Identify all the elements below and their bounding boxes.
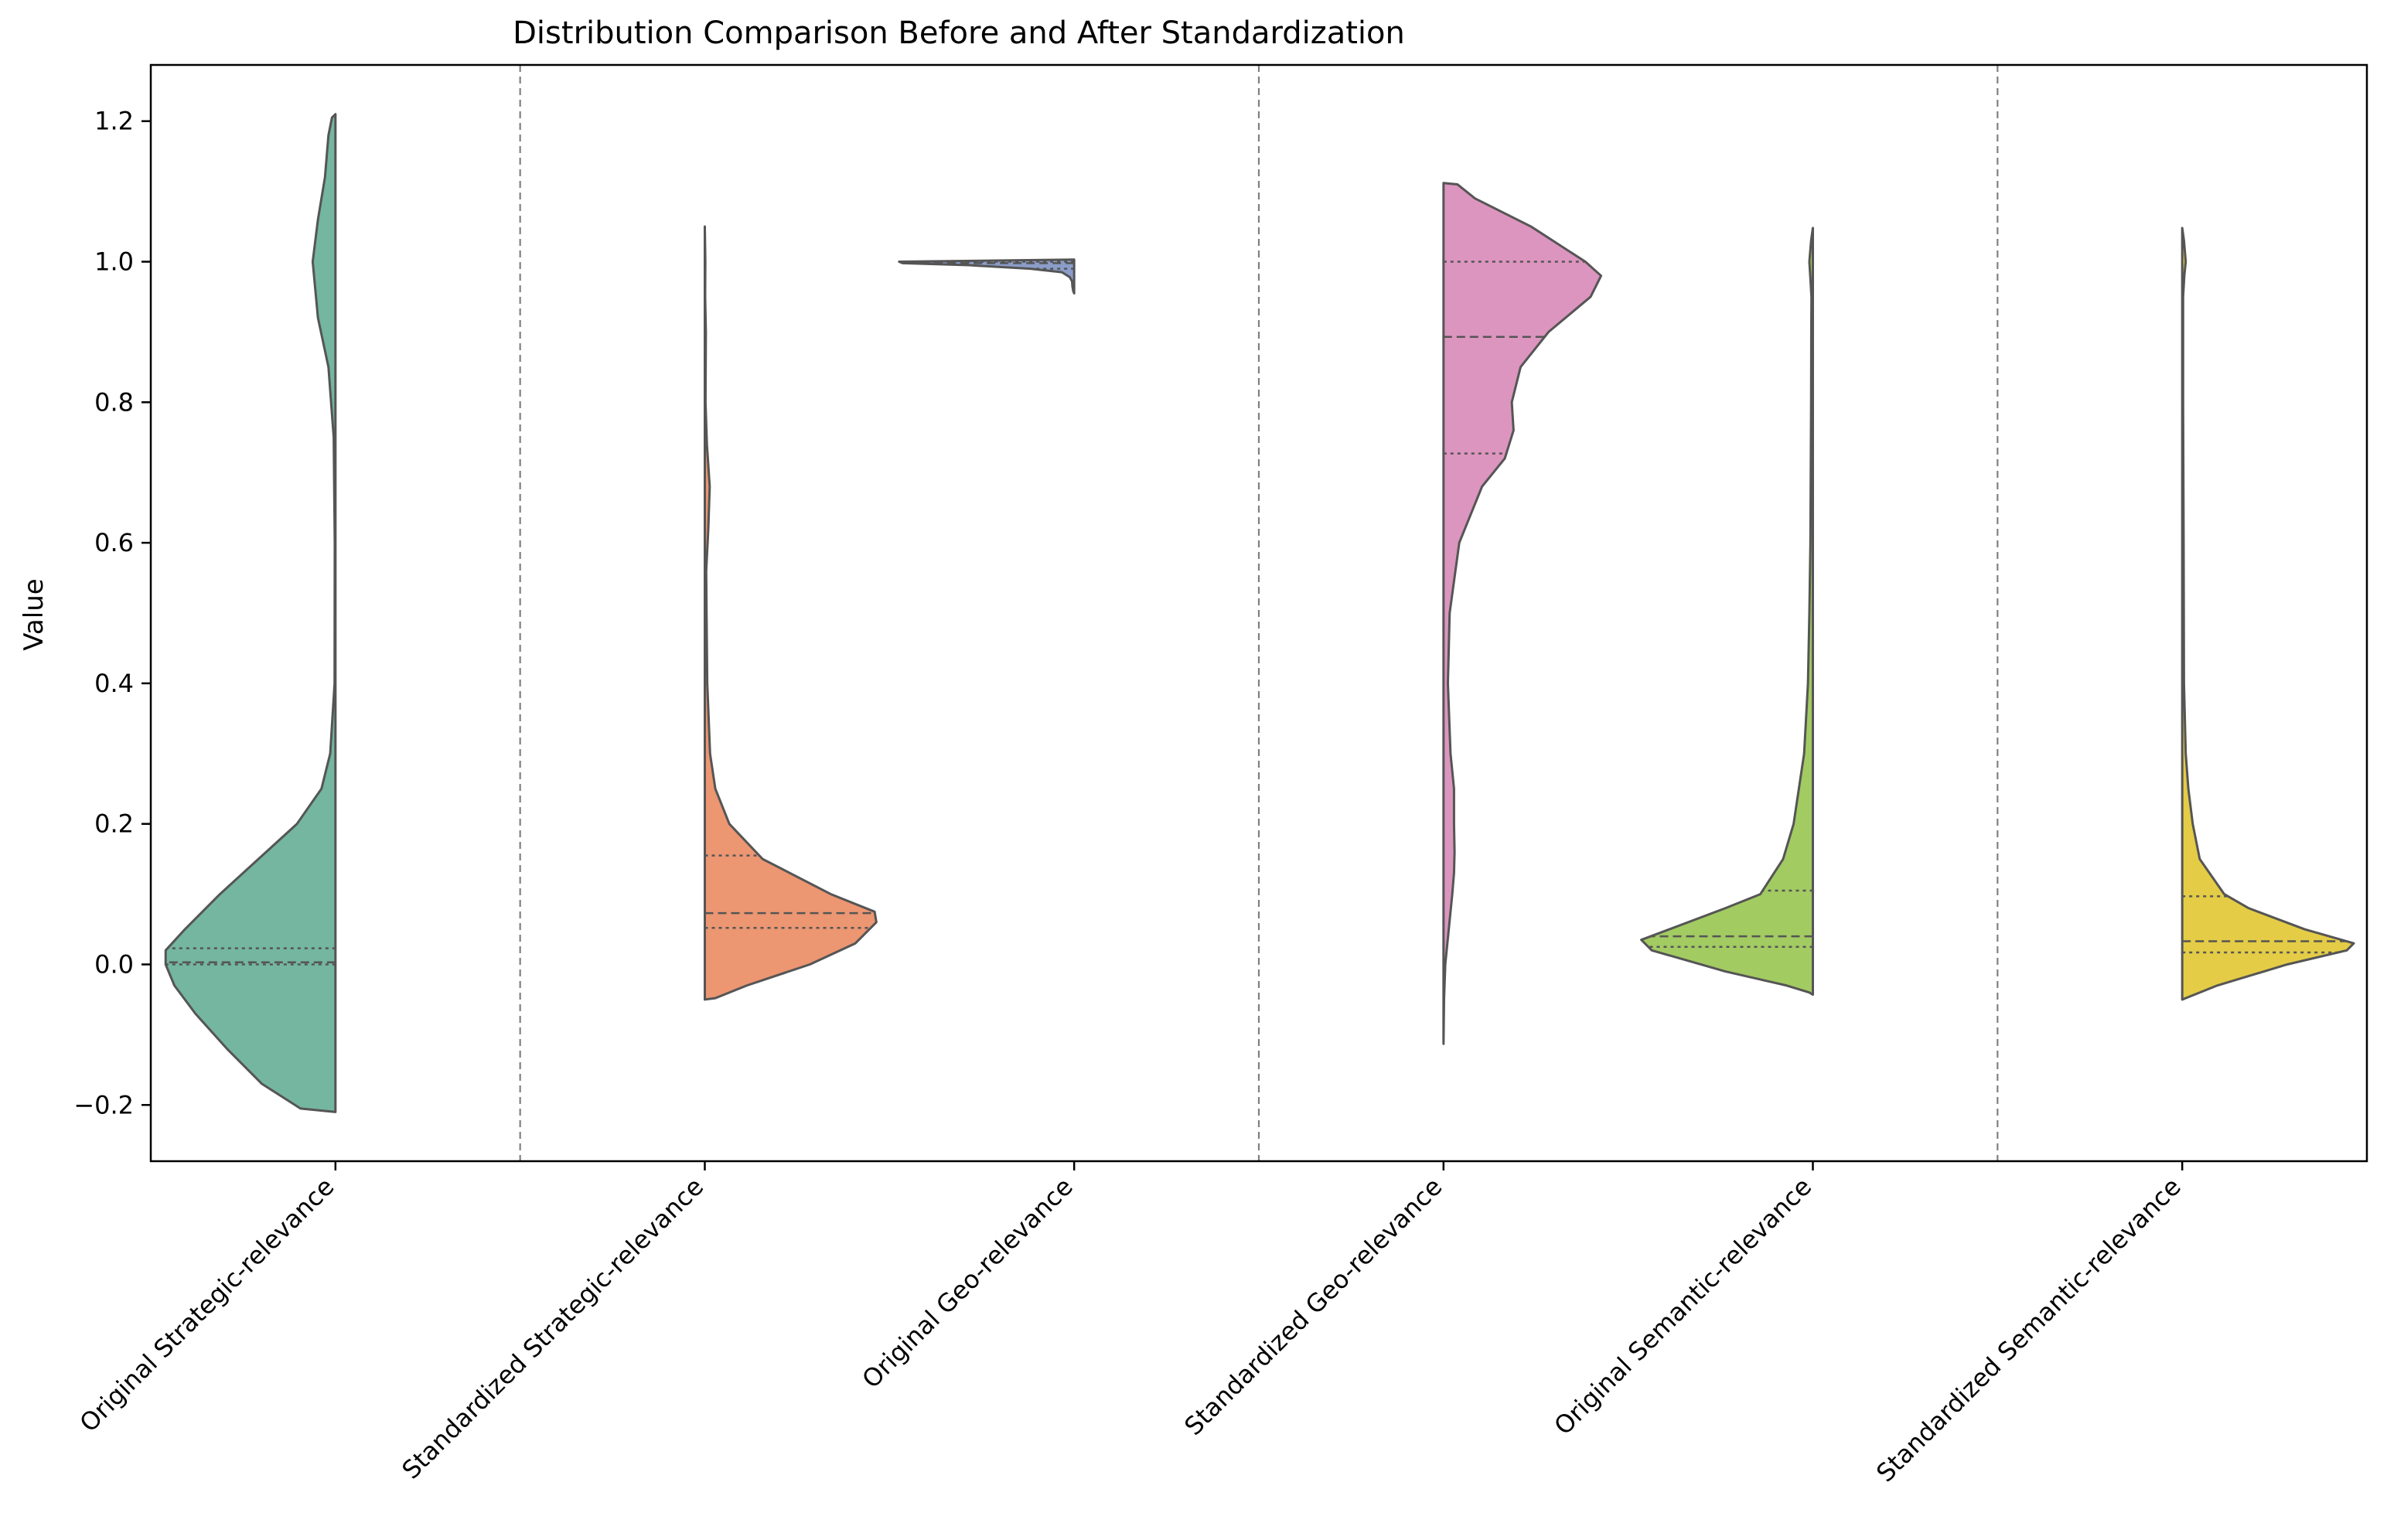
y-tick-label: 1.2: [94, 107, 134, 136]
y-tick-label: 0.4: [94, 669, 134, 698]
y-tick-label: 0.2: [94, 809, 134, 839]
violin-body: [1640, 227, 1814, 997]
plot-area: [164, 65, 2355, 1161]
chart-title: Distribution Comparison Before and After…: [513, 15, 1405, 51]
y-axis-label: Value: [19, 578, 49, 650]
plot-frame: [149, 63, 2368, 1163]
y-tick-label: −0.2: [73, 1090, 134, 1119]
violin-body: [164, 113, 337, 1113]
violin-body: [1442, 182, 1603, 1045]
violin-body: [2181, 227, 2355, 1001]
y-tick-label: 0.0: [94, 949, 134, 979]
y-tick-label: 0.8: [94, 387, 134, 417]
y-tick-label: 1.0: [94, 247, 134, 277]
violin-body: [704, 225, 878, 1001]
y-tick-label: 0.6: [94, 528, 134, 557]
